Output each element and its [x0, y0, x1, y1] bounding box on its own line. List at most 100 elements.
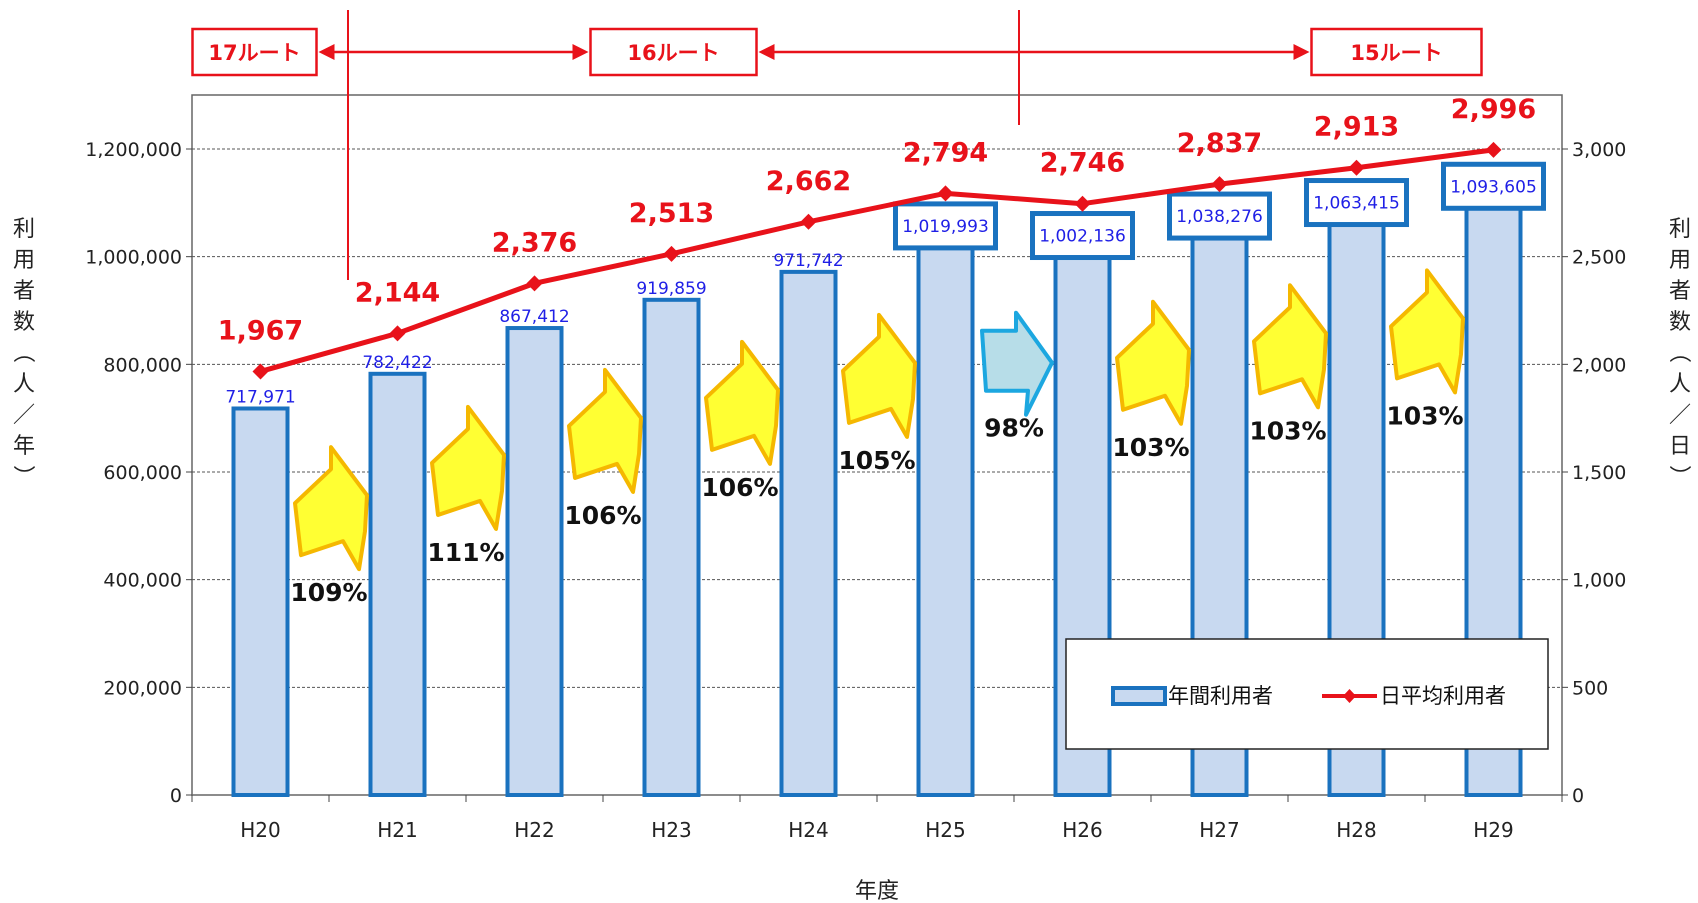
x-tick-label: H29 [1473, 818, 1514, 842]
arrow-left-icon [318, 44, 335, 60]
bar-label-box [1167, 191, 1272, 241]
arrow-up-icon [567, 367, 643, 494]
arrow-up-icon [293, 445, 369, 572]
bar-value-label: 782,422 [362, 353, 432, 373]
bar [642, 297, 701, 797]
x-tick-label: H23 [651, 818, 692, 842]
legend-swatch-bar [1111, 686, 1167, 706]
y-tick-label-right: 2,500 [1572, 247, 1626, 269]
y-tick-label-right: 1,500 [1572, 462, 1626, 484]
bar-value-label: 867,412 [499, 307, 569, 327]
bar [368, 371, 427, 797]
arrow-down-icon [980, 310, 1054, 417]
series-line [259, 147, 1494, 374]
line-marker [389, 325, 406, 342]
y-axis-title-char: 利 [13, 217, 35, 242]
line-value-label: 2,513 [629, 198, 714, 229]
y-tick-label-right: 3,000 [1572, 139, 1626, 161]
arrow-up-icon [1115, 299, 1191, 426]
y-tick-label-right: 500 [1572, 677, 1608, 699]
y-axis-title-char: 用 [13, 248, 35, 273]
y-tick-label-left: 1,200,000 [85, 139, 182, 161]
y-axis-title-char: ／ [1669, 403, 1691, 428]
arrow-up-icon [1252, 283, 1328, 410]
line-marker [526, 275, 543, 292]
line-value-label: 2,746 [1040, 148, 1125, 179]
line-value-label: 2,913 [1314, 112, 1399, 143]
x-tick-label: H22 [514, 818, 555, 842]
y-axis-title-char: 数 [1669, 310, 1691, 335]
y-axis-title-char: ／ [13, 403, 35, 428]
arrow-up-icon [430, 404, 506, 531]
x-tick-label: H21 [377, 818, 418, 842]
bar [231, 406, 290, 797]
legend: 年間利用者 日平均利用者 [1065, 638, 1549, 750]
y-tick-label-left: 400,000 [103, 570, 182, 592]
line-value-label: 2,996 [1451, 94, 1536, 125]
bar-label-box [1030, 211, 1135, 261]
bar-value-label: 919,859 [636, 279, 706, 299]
bar-label-box [1441, 161, 1546, 211]
y-tick-label-left: 600,000 [103, 462, 182, 484]
y-tick-label-left: 1,000,000 [85, 247, 182, 269]
y-axis-title-char: ） [1666, 465, 1691, 487]
bar-value-label: 1,019,993 [902, 217, 989, 237]
y-tick-label-left: 200,000 [103, 677, 182, 699]
y-axis-title-char: ） [10, 465, 35, 487]
line-marker [252, 363, 269, 380]
x-tick-label: H20 [240, 818, 281, 842]
line-value-label: 2,662 [766, 166, 851, 197]
y-axis-title-char: 利 [1669, 217, 1691, 242]
line-marker [937, 185, 954, 202]
bar-value-label: 1,038,276 [1176, 207, 1263, 227]
y-tick-label-right: 2,000 [1572, 354, 1626, 376]
line-marker [1074, 195, 1091, 212]
growth-label: 103% [1386, 401, 1463, 430]
growth-arrows: 109% 111% 106% 106% 105% 98% 103% 103% 103% [290, 268, 1465, 607]
y-axis-title-char: 者 [13, 279, 35, 304]
y-axis-title-char: （ [10, 341, 35, 363]
bar-value-label: 1,093,605 [1450, 177, 1537, 197]
line-marker [1348, 159, 1365, 176]
y-tick-label-right: 1,000 [1572, 570, 1626, 592]
x-tick-label: H28 [1336, 818, 1377, 842]
y-axis-title-char: 年 [13, 434, 35, 459]
bar-label-box [1304, 178, 1409, 228]
x-tick-label: H27 [1199, 818, 1240, 842]
route-annotations: 17ルート 16ルート 15ルート [191, 10, 1483, 280]
arrow-right-icon [1293, 44, 1310, 60]
legend-label-bar: 年間利用者 [1168, 684, 1273, 708]
line-value-label: 2,837 [1177, 128, 1262, 159]
line-value-label: 2,144 [355, 277, 440, 308]
arrow-left-icon [758, 44, 775, 60]
line-value-label: 2,376 [492, 227, 577, 258]
bar-value-label: 1,063,415 [1313, 194, 1400, 214]
route-label: 15ルート [1350, 41, 1442, 65]
x-tick-label: H24 [788, 818, 829, 842]
y-axis-title-char: 者 [1669, 279, 1691, 304]
y-tick-label-left: 0 [170, 785, 182, 807]
arrow-up-icon [704, 339, 780, 466]
route-box [1310, 27, 1483, 77]
y-axis-title-char: 数 [13, 310, 35, 335]
growth-label: 105% [838, 446, 915, 475]
x-tick-label: H25 [925, 818, 966, 842]
growth-label: 98% [984, 414, 1044, 443]
legend-label-line: 日平均利用者 [1380, 684, 1506, 708]
bar [916, 243, 975, 798]
growth-label: 109% [290, 578, 367, 607]
growth-label: 106% [564, 501, 641, 530]
line-marker [663, 245, 680, 262]
y-axis-title-char: 人 [13, 372, 35, 397]
route-label: 16ルート [627, 41, 719, 65]
growth-label: 103% [1112, 433, 1189, 462]
arrow-up-icon [841, 312, 917, 439]
bar-value-label: 971,742 [773, 251, 843, 271]
route-box [589, 27, 758, 77]
y-tick-label-left: 800,000 [103, 354, 182, 376]
y-axis-title-char: 用 [1669, 248, 1691, 273]
y-axis-title-char: 日 [1669, 434, 1691, 459]
